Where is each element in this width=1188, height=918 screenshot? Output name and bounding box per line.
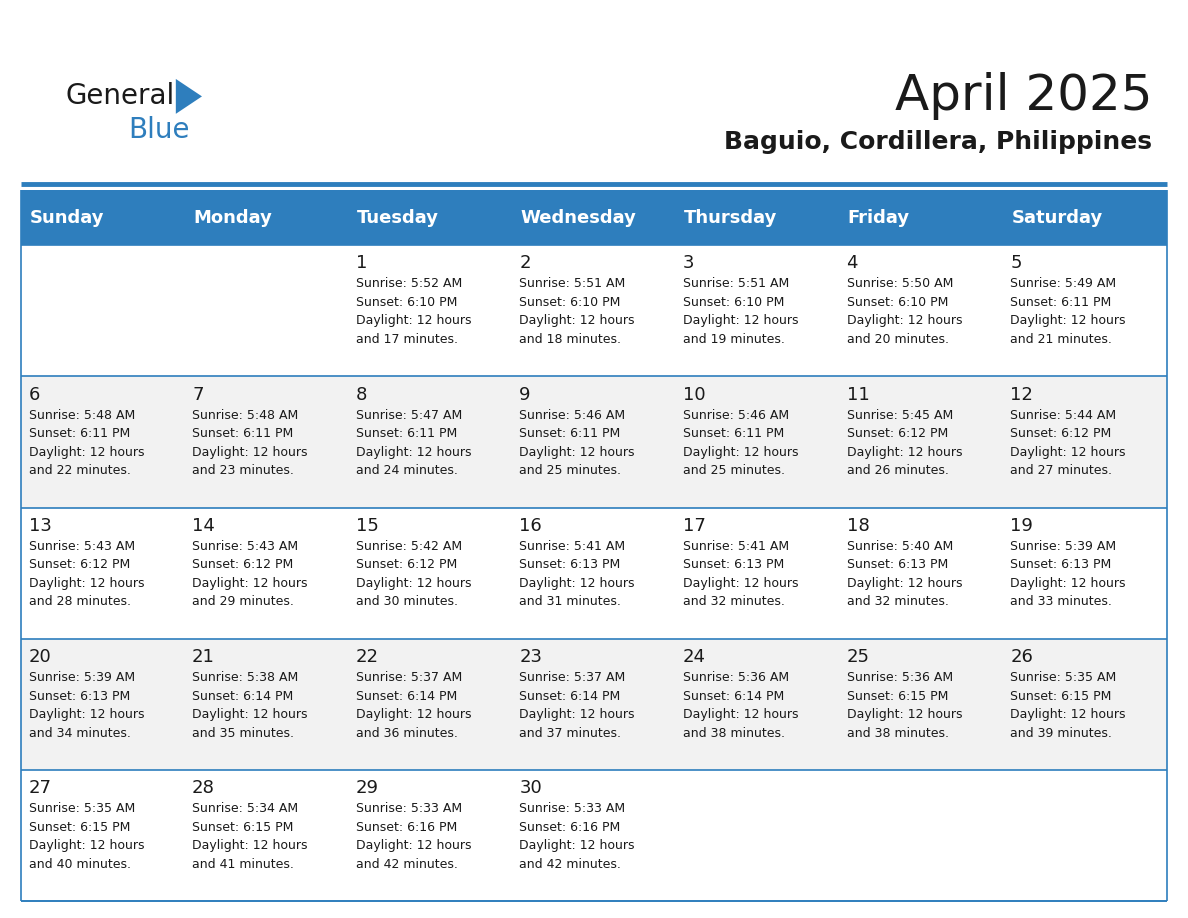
Text: Sunrise: 5:34 AM
Sunset: 6:15 PM
Daylight: 12 hours
and 41 minutes.: Sunrise: 5:34 AM Sunset: 6:15 PM Dayligh… — [192, 802, 308, 871]
Text: 15: 15 — [355, 517, 379, 535]
Text: Sunday: Sunday — [30, 208, 105, 227]
Text: Sunrise: 5:46 AM
Sunset: 6:11 PM
Daylight: 12 hours
and 25 minutes.: Sunrise: 5:46 AM Sunset: 6:11 PM Dayligh… — [683, 409, 798, 477]
Text: Tuesday: Tuesday — [356, 208, 438, 227]
Text: 23: 23 — [519, 648, 543, 666]
Text: Sunrise: 5:36 AM
Sunset: 6:14 PM
Daylight: 12 hours
and 38 minutes.: Sunrise: 5:36 AM Sunset: 6:14 PM Dayligh… — [683, 671, 798, 740]
Text: 18: 18 — [847, 517, 870, 535]
Text: 25: 25 — [847, 648, 870, 666]
Text: Sunrise: 5:36 AM
Sunset: 6:15 PM
Daylight: 12 hours
and 38 minutes.: Sunrise: 5:36 AM Sunset: 6:15 PM Dayligh… — [847, 671, 962, 740]
Text: Sunrise: 5:35 AM
Sunset: 6:15 PM
Daylight: 12 hours
and 39 minutes.: Sunrise: 5:35 AM Sunset: 6:15 PM Dayligh… — [1010, 671, 1126, 740]
Polygon shape — [176, 79, 202, 114]
Text: April 2025: April 2025 — [895, 73, 1152, 120]
Text: 12: 12 — [1010, 386, 1034, 404]
Text: 9: 9 — [519, 386, 531, 404]
Text: 6: 6 — [29, 386, 40, 404]
Text: Sunrise: 5:44 AM
Sunset: 6:12 PM
Daylight: 12 hours
and 27 minutes.: Sunrise: 5:44 AM Sunset: 6:12 PM Dayligh… — [1010, 409, 1126, 477]
Text: Sunrise: 5:50 AM
Sunset: 6:10 PM
Daylight: 12 hours
and 20 minutes.: Sunrise: 5:50 AM Sunset: 6:10 PM Dayligh… — [847, 277, 962, 346]
Text: Blue: Blue — [128, 117, 190, 144]
Text: Sunrise: 5:38 AM
Sunset: 6:14 PM
Daylight: 12 hours
and 35 minutes.: Sunrise: 5:38 AM Sunset: 6:14 PM Dayligh… — [192, 671, 308, 740]
Text: Sunrise: 5:37 AM
Sunset: 6:14 PM
Daylight: 12 hours
and 36 minutes.: Sunrise: 5:37 AM Sunset: 6:14 PM Dayligh… — [355, 671, 472, 740]
Text: 1: 1 — [355, 254, 367, 273]
FancyBboxPatch shape — [21, 376, 1167, 508]
Text: 21: 21 — [192, 648, 215, 666]
Text: 13: 13 — [29, 517, 51, 535]
Text: 22: 22 — [355, 648, 379, 666]
Text: 14: 14 — [192, 517, 215, 535]
Text: 24: 24 — [683, 648, 706, 666]
FancyBboxPatch shape — [21, 508, 1167, 639]
Text: 30: 30 — [519, 779, 542, 798]
Text: 29: 29 — [355, 779, 379, 798]
Text: 3: 3 — [683, 254, 695, 273]
Text: Saturday: Saturday — [1011, 208, 1102, 227]
Text: Sunrise: 5:39 AM
Sunset: 6:13 PM
Daylight: 12 hours
and 33 minutes.: Sunrise: 5:39 AM Sunset: 6:13 PM Dayligh… — [1010, 540, 1126, 609]
Text: Sunrise: 5:41 AM
Sunset: 6:13 PM
Daylight: 12 hours
and 32 minutes.: Sunrise: 5:41 AM Sunset: 6:13 PM Dayligh… — [683, 540, 798, 609]
Text: 10: 10 — [683, 386, 706, 404]
FancyBboxPatch shape — [21, 639, 1167, 770]
Text: Sunrise: 5:35 AM
Sunset: 6:15 PM
Daylight: 12 hours
and 40 minutes.: Sunrise: 5:35 AM Sunset: 6:15 PM Dayligh… — [29, 802, 144, 871]
Text: Sunrise: 5:33 AM
Sunset: 6:16 PM
Daylight: 12 hours
and 42 minutes.: Sunrise: 5:33 AM Sunset: 6:16 PM Dayligh… — [519, 802, 634, 871]
Text: General: General — [65, 83, 175, 110]
Text: Sunrise: 5:43 AM
Sunset: 6:12 PM
Daylight: 12 hours
and 29 minutes.: Sunrise: 5:43 AM Sunset: 6:12 PM Dayligh… — [192, 540, 308, 609]
Text: Sunrise: 5:46 AM
Sunset: 6:11 PM
Daylight: 12 hours
and 25 minutes.: Sunrise: 5:46 AM Sunset: 6:11 PM Dayligh… — [519, 409, 634, 477]
Text: 4: 4 — [847, 254, 858, 273]
Text: Sunrise: 5:33 AM
Sunset: 6:16 PM
Daylight: 12 hours
and 42 minutes.: Sunrise: 5:33 AM Sunset: 6:16 PM Dayligh… — [355, 802, 472, 871]
FancyBboxPatch shape — [21, 245, 1167, 376]
Text: Sunrise: 5:45 AM
Sunset: 6:12 PM
Daylight: 12 hours
and 26 minutes.: Sunrise: 5:45 AM Sunset: 6:12 PM Dayligh… — [847, 409, 962, 477]
Text: Sunrise: 5:51 AM
Sunset: 6:10 PM
Daylight: 12 hours
and 19 minutes.: Sunrise: 5:51 AM Sunset: 6:10 PM Dayligh… — [683, 277, 798, 346]
Text: 26: 26 — [1010, 648, 1034, 666]
Text: 11: 11 — [847, 386, 870, 404]
Text: Sunrise: 5:41 AM
Sunset: 6:13 PM
Daylight: 12 hours
and 31 minutes.: Sunrise: 5:41 AM Sunset: 6:13 PM Dayligh… — [519, 540, 634, 609]
Text: Sunrise: 5:48 AM
Sunset: 6:11 PM
Daylight: 12 hours
and 23 minutes.: Sunrise: 5:48 AM Sunset: 6:11 PM Dayligh… — [192, 409, 308, 477]
Text: 16: 16 — [519, 517, 542, 535]
Text: 2: 2 — [519, 254, 531, 273]
FancyBboxPatch shape — [21, 770, 1167, 901]
Text: 28: 28 — [192, 779, 215, 798]
Text: Sunrise: 5:43 AM
Sunset: 6:12 PM
Daylight: 12 hours
and 28 minutes.: Sunrise: 5:43 AM Sunset: 6:12 PM Dayligh… — [29, 540, 144, 609]
Text: 20: 20 — [29, 648, 51, 666]
FancyBboxPatch shape — [21, 190, 1167, 245]
Text: 5: 5 — [1010, 254, 1022, 273]
Text: Wednesday: Wednesday — [520, 208, 637, 227]
Text: 27: 27 — [29, 779, 51, 798]
Text: Monday: Monday — [194, 208, 272, 227]
Text: Friday: Friday — [848, 208, 910, 227]
Text: 7: 7 — [192, 386, 203, 404]
Text: 8: 8 — [355, 386, 367, 404]
Text: Sunrise: 5:37 AM
Sunset: 6:14 PM
Daylight: 12 hours
and 37 minutes.: Sunrise: 5:37 AM Sunset: 6:14 PM Dayligh… — [519, 671, 634, 740]
Text: Sunrise: 5:52 AM
Sunset: 6:10 PM
Daylight: 12 hours
and 17 minutes.: Sunrise: 5:52 AM Sunset: 6:10 PM Dayligh… — [355, 277, 472, 346]
Text: 17: 17 — [683, 517, 706, 535]
Text: Sunrise: 5:40 AM
Sunset: 6:13 PM
Daylight: 12 hours
and 32 minutes.: Sunrise: 5:40 AM Sunset: 6:13 PM Dayligh… — [847, 540, 962, 609]
Text: 19: 19 — [1010, 517, 1034, 535]
Text: Sunrise: 5:49 AM
Sunset: 6:11 PM
Daylight: 12 hours
and 21 minutes.: Sunrise: 5:49 AM Sunset: 6:11 PM Dayligh… — [1010, 277, 1126, 346]
Text: Thursday: Thursday — [684, 208, 777, 227]
Text: Sunrise: 5:47 AM
Sunset: 6:11 PM
Daylight: 12 hours
and 24 minutes.: Sunrise: 5:47 AM Sunset: 6:11 PM Dayligh… — [355, 409, 472, 477]
Text: Sunrise: 5:48 AM
Sunset: 6:11 PM
Daylight: 12 hours
and 22 minutes.: Sunrise: 5:48 AM Sunset: 6:11 PM Dayligh… — [29, 409, 144, 477]
Text: Baguio, Cordillera, Philippines: Baguio, Cordillera, Philippines — [725, 130, 1152, 154]
Text: Sunrise: 5:42 AM
Sunset: 6:12 PM
Daylight: 12 hours
and 30 minutes.: Sunrise: 5:42 AM Sunset: 6:12 PM Dayligh… — [355, 540, 472, 609]
Text: Sunrise: 5:39 AM
Sunset: 6:13 PM
Daylight: 12 hours
and 34 minutes.: Sunrise: 5:39 AM Sunset: 6:13 PM Dayligh… — [29, 671, 144, 740]
Text: Sunrise: 5:51 AM
Sunset: 6:10 PM
Daylight: 12 hours
and 18 minutes.: Sunrise: 5:51 AM Sunset: 6:10 PM Dayligh… — [519, 277, 634, 346]
